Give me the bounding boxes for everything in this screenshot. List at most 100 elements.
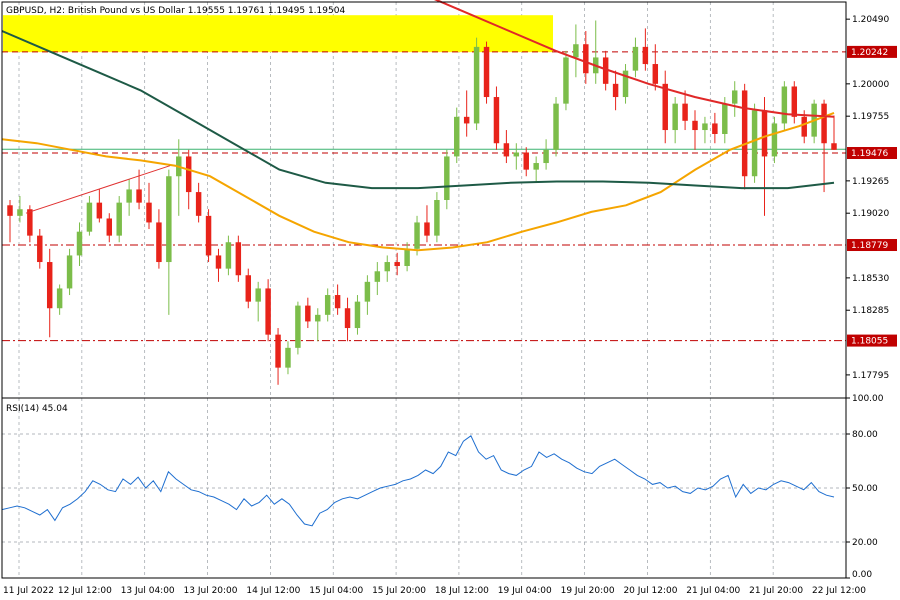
time-tick-label: 13 Jul 20:00: [184, 586, 238, 596]
pane-frames: [1, 1, 847, 579]
candle-bear: [235, 242, 242, 276]
candle-bull: [722, 103, 728, 134]
candle-bear: [761, 110, 768, 157]
price-level-label: 1.18055: [851, 337, 888, 347]
price-tick-label: 1.20000: [852, 80, 889, 90]
candle-bear: [275, 334, 281, 368]
candle-bear: [205, 215, 212, 256]
candle-bear: [265, 288, 271, 335]
rsi-grid: [2, 398, 846, 578]
candle-bear: [503, 143, 510, 157]
candle-bull: [116, 202, 122, 236]
price-level-tag: [847, 147, 897, 160]
moving-averages: [1, 0, 835, 252]
rsi-tick-label: 100.00: [852, 394, 884, 404]
price-level-tag: [847, 45, 897, 58]
candle-bear: [483, 46, 490, 98]
candle-bull: [702, 123, 708, 131]
candle-bear: [334, 295, 341, 309]
candle-bull: [781, 86, 788, 124]
price-tick-label: 1.18530: [852, 274, 889, 284]
candle-bull: [771, 123, 778, 157]
candle-bull: [56, 288, 63, 309]
candle-bear: [195, 192, 202, 216]
candle-bull: [533, 163, 539, 170]
candle-bull: [324, 295, 331, 315]
candle-bull: [166, 176, 172, 263]
rsi-tick-label: 20.00: [852, 538, 878, 548]
candle-bull: [86, 202, 93, 232]
rsi-line-group: [1, 435, 835, 527]
time-tick-label: 11 Jul 2022: [3, 586, 54, 596]
candle-bear: [245, 275, 251, 302]
candle-bull: [553, 103, 559, 150]
price-level-label: 1.19476: [851, 149, 888, 159]
candle-bear: [712, 123, 718, 134]
candle-bear: [27, 209, 33, 236]
candle-bear: [136, 189, 142, 203]
candle-bull: [622, 70, 629, 98]
rsi-axis: 100.00 80.00 50.00 20.00 0.00: [846, 394, 884, 580]
candle-bull: [354, 301, 361, 329]
candle-bull: [295, 305, 301, 348]
candle-bear: [46, 262, 53, 309]
candle-bear: [7, 205, 13, 216]
price-level-tag: [847, 239, 897, 252]
time-tick-label: 19 Jul 04:00: [498, 586, 552, 596]
candle-bear: [146, 202, 152, 223]
price-tick-label: 1.18285: [852, 306, 889, 316]
candle-bull: [76, 231, 83, 256]
candle-bear: [106, 218, 113, 236]
candle-bear: [523, 152, 529, 170]
candle-bull: [543, 149, 549, 164]
candle-bull: [285, 347, 291, 368]
time-tick-label: 15 Jul 20:00: [372, 586, 426, 596]
candle-bull: [473, 46, 480, 124]
candle-bear: [692, 120, 698, 131]
time-tick-label: 13 Jul 04:00: [121, 586, 175, 596]
candle-bear: [642, 46, 649, 65]
price-tick-label: 1.19265: [852, 177, 889, 187]
time-tick-label: 12 Jul 12:00: [58, 586, 112, 596]
rsi-pane-frame: [1, 397, 847, 579]
trendline-segment: [25, 165, 171, 214]
candle-bull: [632, 46, 639, 71]
candle-bull: [751, 110, 758, 177]
candles: [7, 20, 837, 385]
candle-bull: [563, 57, 569, 104]
candle-bull: [404, 248, 410, 266]
candle-bull: [573, 44, 579, 58]
price-tick-label: 1.17795: [852, 371, 889, 381]
candle-bear: [791, 86, 798, 117]
rsi-tick-label: 0.00: [852, 570, 872, 580]
price-tick-label: 1.20490: [852, 15, 889, 25]
candle-bear: [424, 222, 430, 236]
candle-bull: [66, 255, 73, 289]
candle-bear: [156, 222, 162, 263]
candle-bear: [602, 57, 609, 84]
price-levels: 1.20242 1.19476 1.18779 1.18055: [2, 45, 897, 347]
candle-bear: [741, 90, 748, 177]
candle-bear: [682, 103, 688, 121]
candle-bull: [454, 116, 460, 157]
candle-bear: [215, 255, 222, 269]
candle-bull: [315, 314, 321, 322]
candle-bear: [612, 83, 619, 98]
candle-bear: [37, 235, 43, 263]
candle-bear: [652, 64, 659, 84]
main-price-axis: 1.20490 1.20000 1.19755 1.19265 1.19020 1.185…: [846, 15, 889, 381]
price-level-label: 1.18779: [851, 241, 888, 251]
candle-bull: [444, 156, 450, 200]
time-tick-label: 21 Jul 20:00: [749, 586, 803, 596]
candle-bear: [662, 83, 668, 131]
candle-bull: [364, 281, 371, 302]
rsi-title: RSI(14) 45.04: [6, 404, 68, 414]
candle-bull: [374, 271, 381, 282]
time-tick-label: 20 Jul 12:00: [623, 586, 677, 596]
rsi-tick-label: 80.00: [852, 430, 878, 440]
trendline: [25, 165, 171, 214]
candle-bull: [513, 152, 520, 157]
rsi-tick-label: 50.00: [852, 484, 878, 494]
chart-title: GBPUSD, H2: British Pound vs US Dollar 1…: [6, 6, 345, 16]
